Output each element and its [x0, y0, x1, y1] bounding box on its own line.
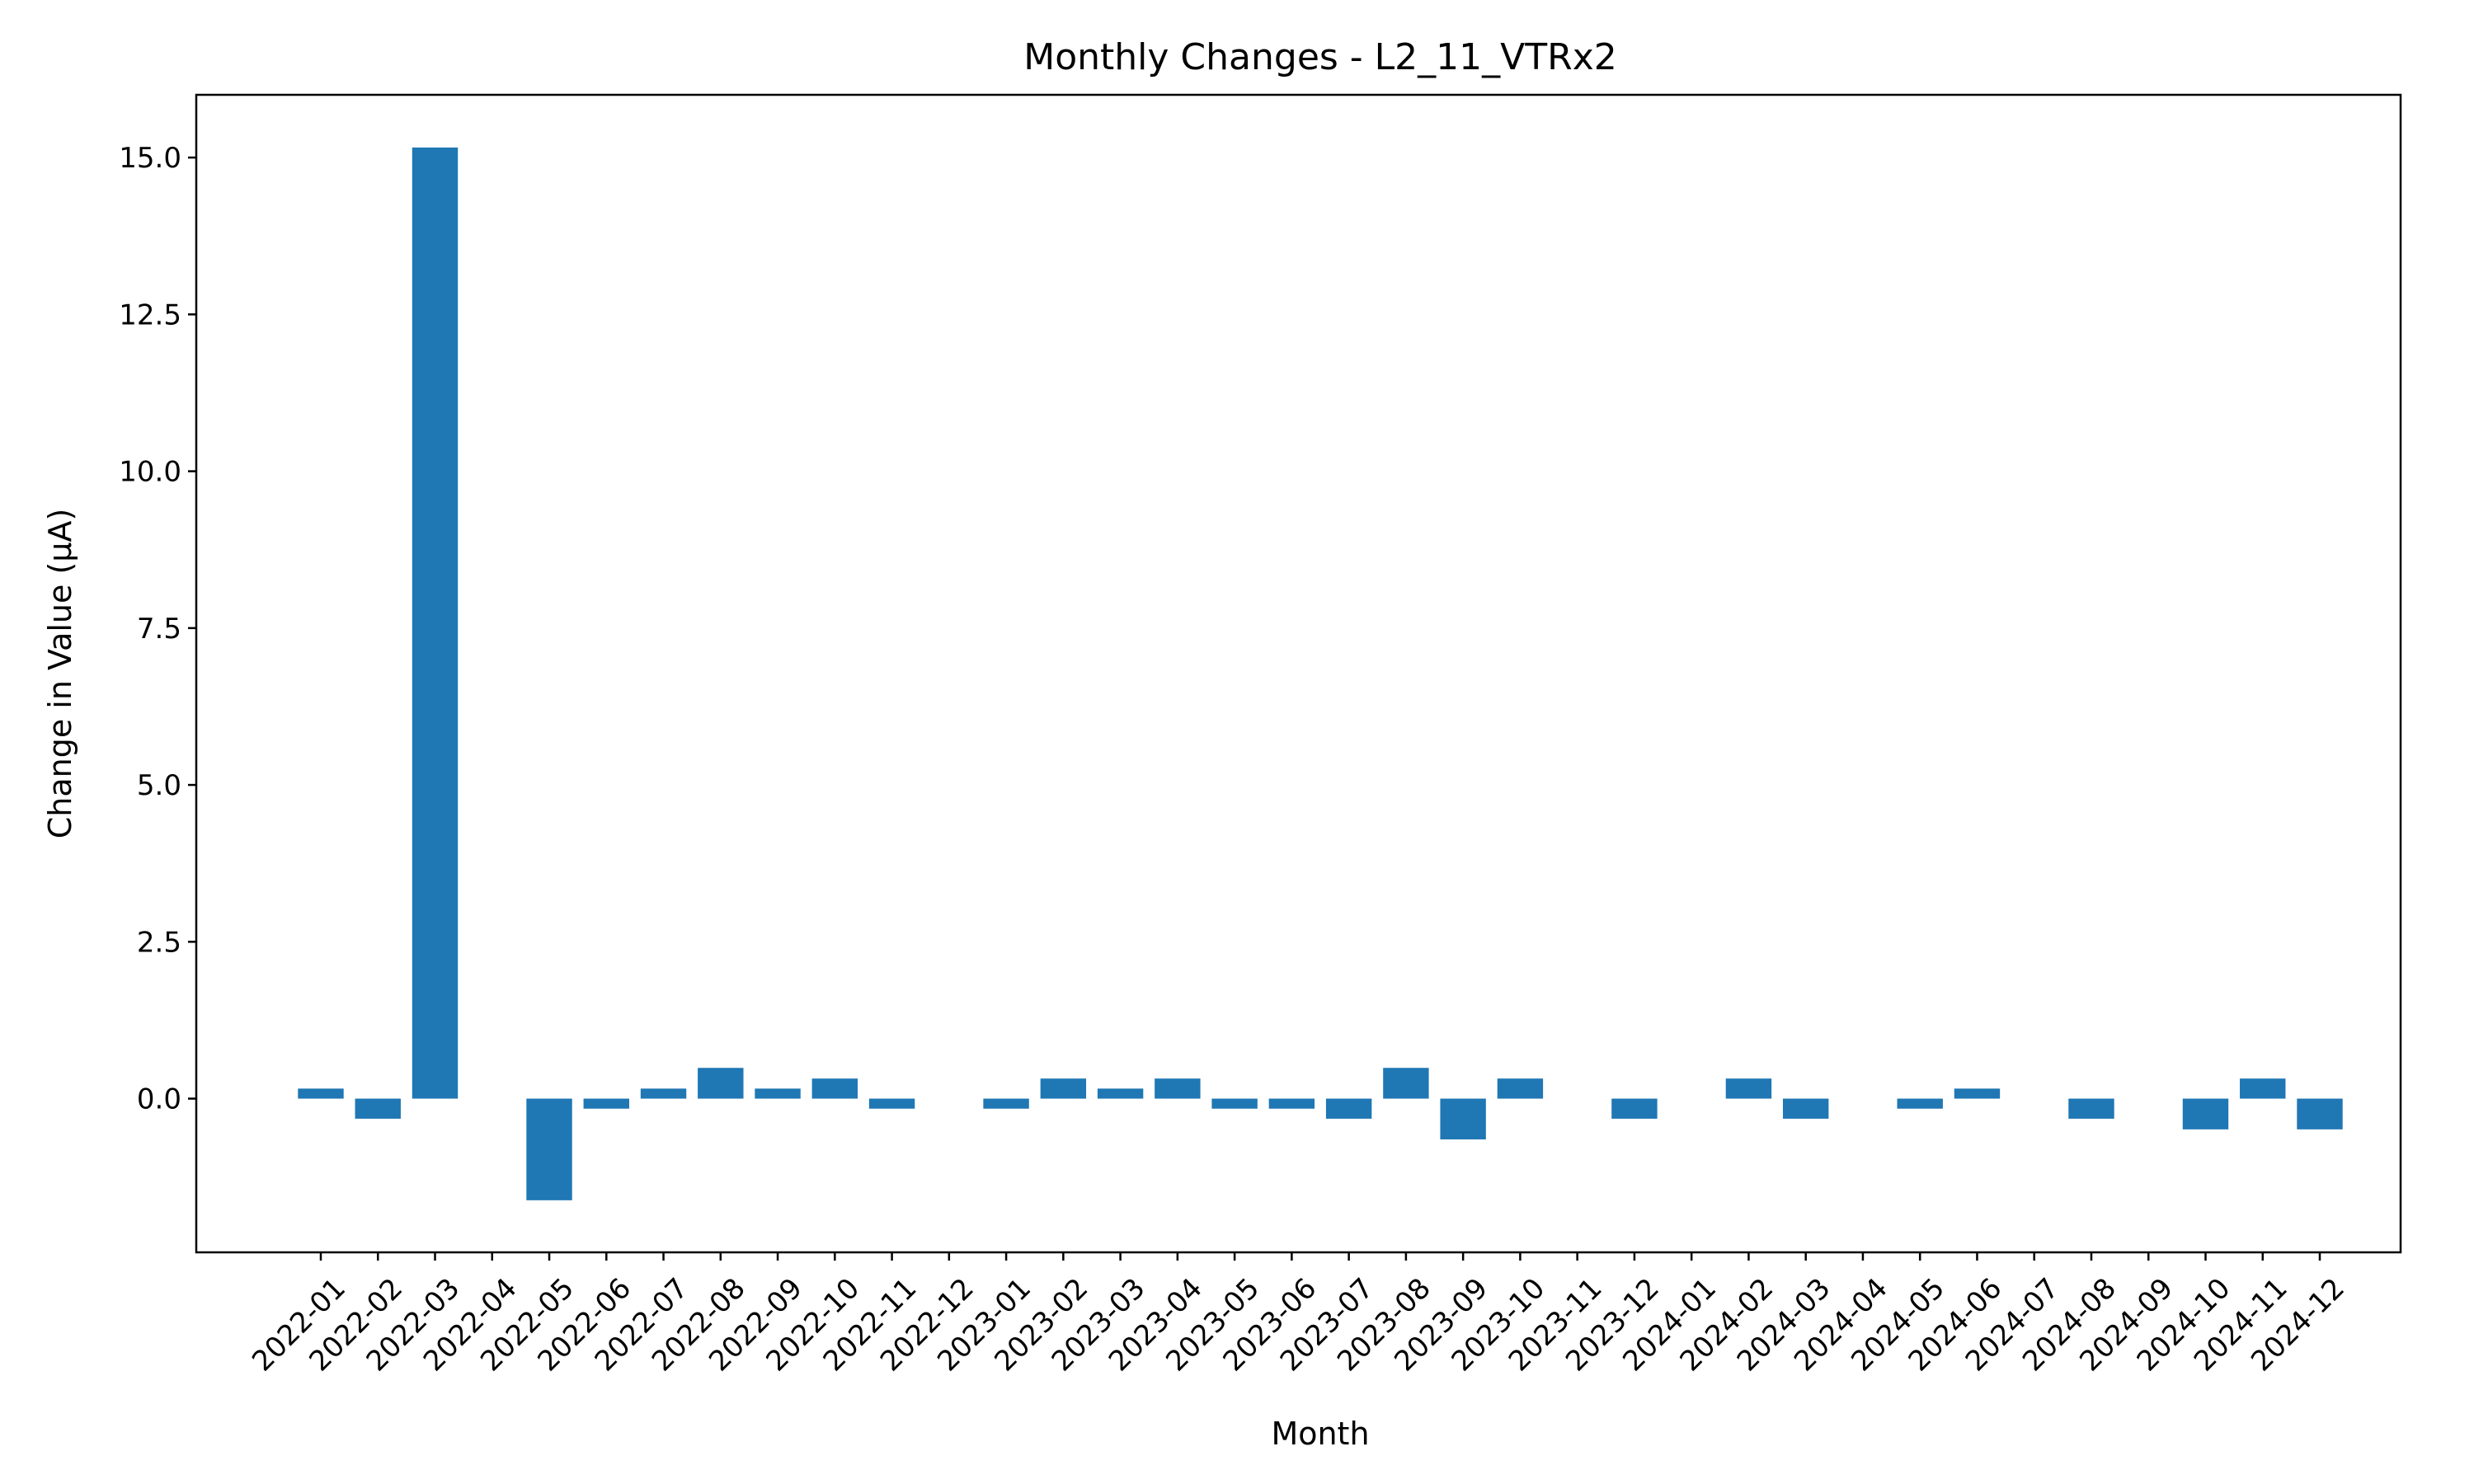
y-axis-label: Change in Value (μA)	[42, 509, 78, 839]
bar-2024-10	[2182, 1098, 2229, 1129]
y-tick-label: 5.0	[137, 769, 181, 802]
bar-2022-10	[811, 1078, 858, 1099]
bar-2022-07	[640, 1088, 687, 1099]
bar-2023-04	[1155, 1078, 1201, 1099]
bar-2024-02	[1725, 1078, 1772, 1099]
bar-2022-05	[526, 1098, 572, 1200]
y-tick-label: 7.5	[137, 613, 181, 646]
bar-2024-03	[1782, 1098, 1829, 1119]
bar-2024-06	[1954, 1088, 2001, 1099]
y-tick-label: 2.5	[137, 926, 181, 959]
bar-2024-05	[1897, 1098, 1943, 1109]
bar-2022-01	[298, 1088, 344, 1099]
bar-2023-10	[1497, 1078, 1544, 1099]
bars-group	[298, 147, 2343, 1200]
y-tick-label: 15.0	[119, 142, 181, 175]
bar-2023-09	[1440, 1098, 1486, 1140]
bar-2023-08	[1383, 1068, 1429, 1099]
y-tick-label: 12.5	[119, 298, 181, 331]
bar-2023-03	[1097, 1088, 1144, 1099]
bar-2022-09	[755, 1088, 801, 1099]
bar-2022-08	[698, 1068, 744, 1099]
bar-2022-02	[355, 1098, 401, 1119]
bar-2024-12	[2297, 1098, 2343, 1129]
bar-2023-07	[1325, 1098, 1372, 1119]
bar-2023-12	[1611, 1098, 1658, 1119]
x-axis-label: Month	[1271, 1416, 1369, 1452]
bar-2024-08	[2068, 1098, 2114, 1119]
bar-2023-06	[1268, 1098, 1315, 1109]
bar-2023-05	[1211, 1098, 1258, 1109]
bar-2023-01	[983, 1098, 1029, 1109]
chart-title: Monthly Changes - L2_11_VTRx2	[1023, 36, 1616, 78]
plot-frame	[195, 93, 2402, 1254]
bar-2022-11	[868, 1098, 915, 1109]
y-tick-label: 0.0	[137, 1083, 181, 1116]
x-axis: 2022-012022-022022-032022-042022-052022-…	[246, 1252, 2351, 1378]
bar-2022-06	[583, 1098, 629, 1109]
bar-2022-03	[412, 147, 459, 1099]
y-axis: 0.0 2.5 5.0 7.5 10.0 12.5 15.0	[119, 142, 196, 1116]
bar-2024-11	[2240, 1078, 2286, 1099]
bar-2023-02	[1040, 1078, 1087, 1099]
y-tick-label: 10.0	[119, 456, 181, 489]
